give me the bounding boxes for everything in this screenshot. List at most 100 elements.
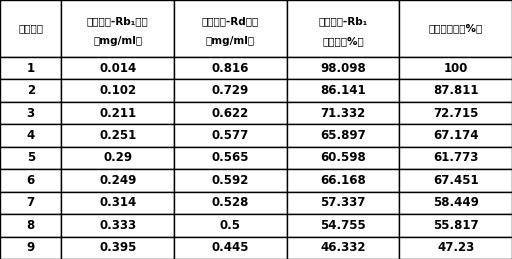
Text: 0.565: 0.565 (211, 152, 249, 164)
Text: 4: 4 (27, 129, 35, 142)
Bar (0, 169, 61, 192)
Text: 0.333: 0.333 (99, 219, 136, 232)
Text: 0.577: 0.577 (212, 129, 249, 142)
Text: 67.451: 67.451 (433, 174, 479, 187)
Text: 5: 5 (27, 152, 35, 164)
Text: 0.29: 0.29 (103, 152, 132, 164)
Text: 3: 3 (27, 107, 35, 120)
Bar (399, 147, 512, 169)
Text: 人参皂苷-Rb₁浓度: 人参皂苷-Rb₁浓度 (87, 17, 148, 27)
Bar (61, 214, 174, 236)
Text: 61.773: 61.773 (433, 152, 478, 164)
Text: 0.729: 0.729 (212, 84, 249, 97)
Text: 1: 1 (27, 62, 35, 75)
Text: 0.102: 0.102 (99, 84, 136, 97)
Text: 相对转化率（%）: 相对转化率（%） (429, 24, 483, 33)
Text: 60.598: 60.598 (320, 152, 366, 164)
Text: 0.211: 0.211 (99, 107, 136, 120)
Bar (287, 147, 399, 169)
Bar (174, 102, 287, 124)
Bar (174, 236, 287, 259)
Bar (61, 124, 174, 147)
Bar (174, 214, 287, 236)
Bar (0, 102, 61, 124)
Bar (399, 80, 512, 102)
Bar (61, 57, 174, 80)
Bar (0, 80, 61, 102)
Bar (287, 102, 399, 124)
Text: 58.449: 58.449 (433, 196, 479, 209)
Text: 67.174: 67.174 (433, 129, 478, 142)
Text: 0.5: 0.5 (220, 219, 241, 232)
Bar (399, 236, 512, 259)
Bar (287, 236, 399, 259)
Text: 0.249: 0.249 (99, 174, 136, 187)
Text: 0.816: 0.816 (212, 62, 249, 75)
Text: 0.314: 0.314 (99, 196, 136, 209)
Text: 87.811: 87.811 (433, 84, 478, 97)
Bar (287, 0, 399, 57)
Bar (0, 236, 61, 259)
Text: 转化次数: 转化次数 (18, 24, 43, 33)
Bar (61, 169, 174, 192)
Text: 0.528: 0.528 (212, 196, 249, 209)
Text: 8: 8 (27, 219, 35, 232)
Text: 人参皂苷-Rb₁: 人参皂苷-Rb₁ (318, 17, 368, 27)
Text: 人参皂苷-Rd浓度: 人参皂苷-Rd浓度 (202, 17, 259, 27)
Bar (287, 80, 399, 102)
Text: 转化率（%）: 转化率（%） (322, 36, 364, 46)
Text: 0.622: 0.622 (212, 107, 249, 120)
Text: 65.897: 65.897 (320, 129, 366, 142)
Text: 0.395: 0.395 (99, 241, 136, 254)
Bar (0, 147, 61, 169)
Bar (174, 147, 287, 169)
Text: 2: 2 (27, 84, 35, 97)
Bar (0, 192, 61, 214)
Text: 46.332: 46.332 (321, 241, 366, 254)
Text: 47.23: 47.23 (437, 241, 474, 254)
Bar (399, 57, 512, 80)
Bar (399, 169, 512, 192)
Bar (61, 192, 174, 214)
Bar (61, 147, 174, 169)
Bar (287, 57, 399, 80)
Text: 6: 6 (27, 174, 35, 187)
Bar (0, 124, 61, 147)
Text: 72.715: 72.715 (433, 107, 478, 120)
Text: 9: 9 (27, 241, 35, 254)
Bar (0, 0, 61, 57)
Text: （mg/ml）: （mg/ml） (206, 36, 255, 46)
Bar (0, 57, 61, 80)
Text: 66.168: 66.168 (320, 174, 366, 187)
Text: 71.332: 71.332 (321, 107, 366, 120)
Bar (399, 124, 512, 147)
Bar (399, 0, 512, 57)
Text: （mg/ml）: （mg/ml） (93, 36, 142, 46)
Bar (61, 80, 174, 102)
Text: 7: 7 (27, 196, 35, 209)
Bar (61, 0, 174, 57)
Bar (174, 57, 287, 80)
Text: 54.755: 54.755 (320, 219, 366, 232)
Bar (287, 169, 399, 192)
Bar (287, 192, 399, 214)
Bar (287, 214, 399, 236)
Text: 0.251: 0.251 (99, 129, 136, 142)
Bar (0, 214, 61, 236)
Bar (174, 169, 287, 192)
Text: 0.592: 0.592 (212, 174, 249, 187)
Bar (399, 192, 512, 214)
Text: 0.014: 0.014 (99, 62, 136, 75)
Text: 0.445: 0.445 (211, 241, 249, 254)
Bar (61, 236, 174, 259)
Bar (174, 0, 287, 57)
Text: 100: 100 (443, 62, 468, 75)
Text: 86.141: 86.141 (320, 84, 366, 97)
Text: 57.337: 57.337 (321, 196, 366, 209)
Bar (399, 102, 512, 124)
Text: 55.817: 55.817 (433, 219, 479, 232)
Bar (174, 192, 287, 214)
Bar (174, 124, 287, 147)
Bar (399, 214, 512, 236)
Text: 98.098: 98.098 (320, 62, 366, 75)
